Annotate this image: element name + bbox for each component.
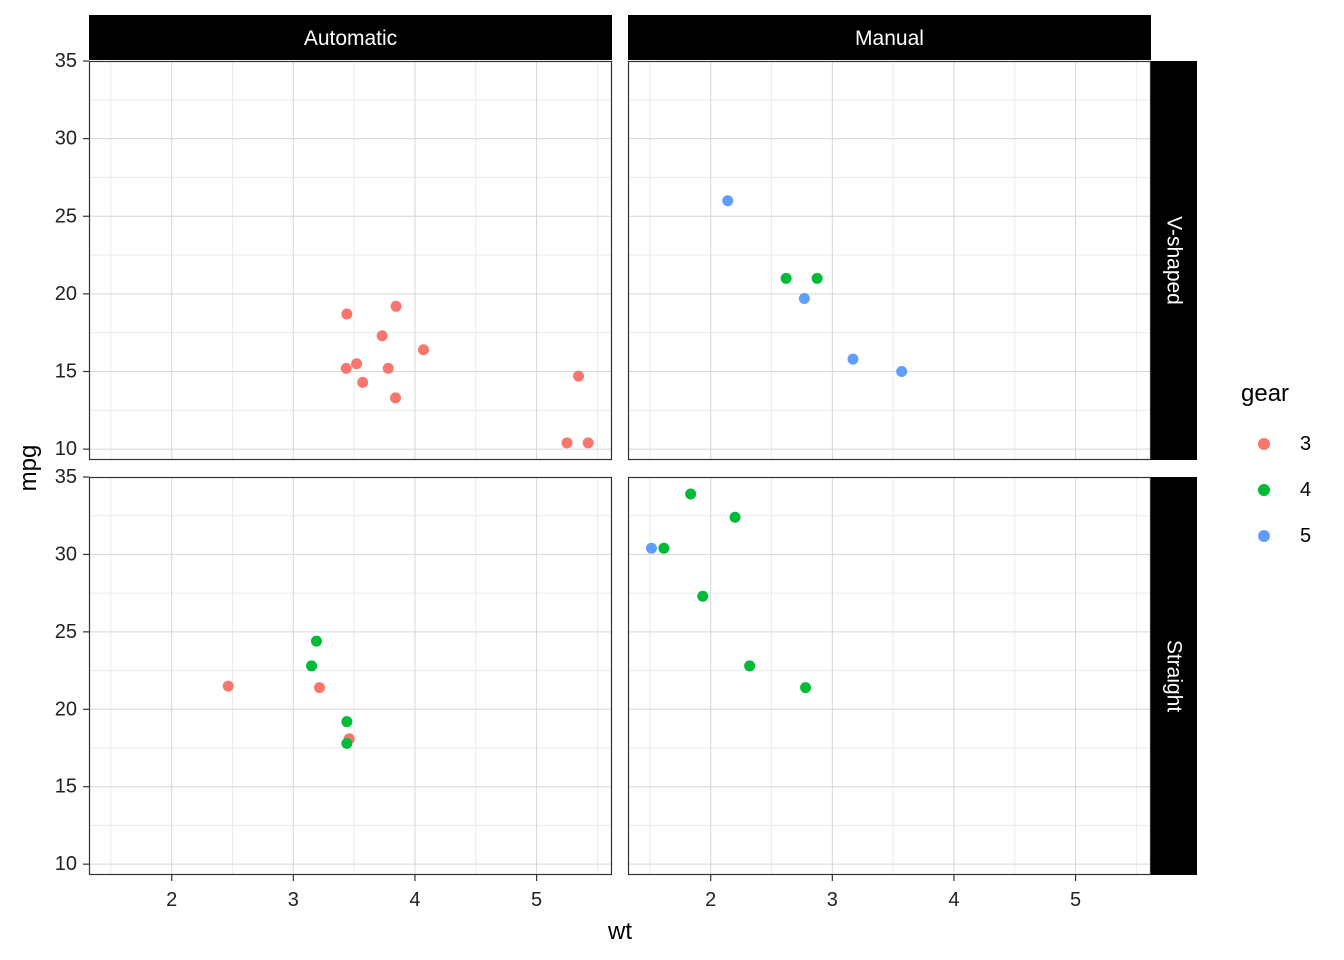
- legend-label: 5: [1300, 525, 1311, 547]
- y-tick-label: 25: [55, 621, 77, 643]
- legend-label: 4: [1300, 479, 1311, 501]
- legend-key: [1258, 484, 1270, 496]
- data-point: [847, 353, 859, 365]
- data-point: [685, 488, 697, 500]
- x-tick-label: 3: [288, 889, 299, 911]
- data-point: [340, 362, 352, 374]
- data-point: [798, 293, 810, 305]
- legend: gear 3 4 5: [1241, 380, 1311, 547]
- x-tick-label: 4: [409, 889, 420, 911]
- legend-key: [1258, 530, 1270, 542]
- panel-border: [88, 476, 613, 876]
- y-tick-label: 30: [55, 543, 77, 565]
- data-point: [800, 682, 812, 694]
- data-point: [341, 737, 353, 749]
- column-strip-label: Automatic: [304, 27, 397, 50]
- row-strip-label: V-shaped: [1163, 216, 1186, 305]
- y-tick-label: 15: [55, 776, 77, 798]
- y-tick-label: 35: [55, 50, 77, 72]
- y-tick-label: 10: [55, 438, 77, 460]
- axes-layer: 10 15 20 25 30 35 10 15 20 25 30 35 2 3 4 5 2 3 4 5: [55, 50, 1081, 911]
- x-tick-label: 2: [166, 889, 177, 911]
- legend-title: gear: [1241, 380, 1289, 407]
- data-point: [417, 344, 429, 356]
- data-point: [306, 660, 318, 672]
- panel-border: [627, 476, 1152, 876]
- data-point: [390, 392, 402, 404]
- data-point: [351, 358, 363, 370]
- data-point: [341, 308, 353, 320]
- x-tick-label: 5: [1070, 889, 1081, 911]
- data-point: [382, 362, 394, 374]
- data-point: [313, 682, 325, 694]
- panel-border: [88, 60, 613, 461]
- facet-panel: [88, 476, 613, 876]
- x-tick-label: 2: [705, 889, 716, 911]
- data-point: [582, 437, 594, 449]
- x-tick-label: 3: [827, 889, 838, 911]
- legend-entry: 5: [1258, 525, 1311, 547]
- column-strip: [628, 15, 1151, 60]
- panel-border: [627, 60, 1152, 461]
- data-point: [780, 272, 792, 284]
- row-strip: [1151, 477, 1197, 875]
- facet-panel: [88, 60, 613, 461]
- data-point: [697, 590, 709, 602]
- data-point: [811, 272, 823, 284]
- data-point: [561, 437, 573, 449]
- data-point: [896, 366, 908, 378]
- data-point: [573, 370, 585, 382]
- row-strip-label: Straight: [1163, 640, 1186, 713]
- data-point: [744, 660, 756, 672]
- legend-entry: 3: [1258, 433, 1311, 455]
- legend-entry: 4: [1258, 479, 1311, 501]
- x-tick-label: 4: [948, 889, 959, 911]
- row-strip: [1151, 61, 1197, 460]
- column-strip: [89, 15, 612, 60]
- data-point: [222, 680, 234, 692]
- data-point: [376, 330, 388, 342]
- y-tick-label: 20: [55, 283, 77, 305]
- x-axis-title: wt: [607, 918, 632, 945]
- data-point: [722, 195, 734, 207]
- data-point: [357, 376, 369, 388]
- y-tick-label: 35: [55, 466, 77, 488]
- data-point: [341, 716, 353, 728]
- y-tick-label: 10: [55, 853, 77, 875]
- panels-layer: Automatic Manual V-shaped Straight: [88, 15, 1197, 876]
- data-point: [645, 542, 657, 554]
- y-tick-label: 25: [55, 205, 77, 227]
- y-axis-title: mpg: [15, 445, 42, 492]
- facet-panel: [627, 60, 1152, 461]
- data-point: [310, 635, 322, 647]
- data-point: [658, 542, 670, 554]
- column-strip-label: Manual: [855, 27, 924, 50]
- data-point: [390, 300, 402, 312]
- facet-panel: [627, 476, 1152, 876]
- y-tick-label: 20: [55, 698, 77, 720]
- legend-key: [1258, 438, 1270, 450]
- y-tick-label: 30: [55, 128, 77, 150]
- data-point: [729, 511, 741, 523]
- x-tick-label: 5: [531, 889, 542, 911]
- legend-label: 3: [1300, 433, 1311, 455]
- y-tick-label: 15: [55, 361, 77, 383]
